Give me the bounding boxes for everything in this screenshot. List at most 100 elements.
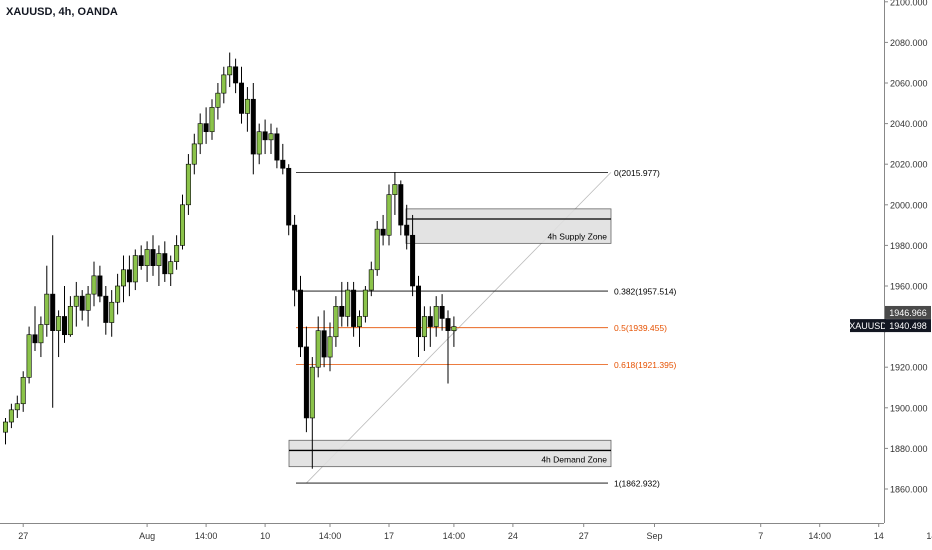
- candle: [362, 286, 368, 323]
- y-tick-label: 2060.000: [890, 79, 928, 89]
- candle: [386, 184, 392, 246]
- candle-body-up: [215, 92, 221, 108]
- candle-body-up: [256, 131, 262, 155]
- candle: [132, 249, 138, 291]
- candle-body-up: [392, 184, 398, 195]
- candle: [61, 286, 67, 343]
- candle: [2, 417, 9, 445]
- price-tag-box: [885, 305, 931, 319]
- candle-body-up: [2, 421, 9, 433]
- candle-body-down: [162, 253, 168, 275]
- zone-box[interactable]: [405, 208, 612, 244]
- candle-body-up: [209, 107, 215, 133]
- zone-box[interactable]: [288, 439, 612, 468]
- candle-body-up: [109, 301, 115, 323]
- candle: [227, 52, 233, 88]
- candle-body-up: [168, 261, 174, 275]
- x-tick-label: 14:00: [195, 531, 218, 541]
- price-tag-box: [850, 319, 886, 333]
- candle-body-up: [44, 293, 50, 325]
- candle-body-down: [439, 305, 445, 319]
- candle-body-up: [227, 66, 233, 76]
- candle: [203, 107, 209, 144]
- candle: [297, 275, 303, 358]
- candle: [156, 245, 162, 286]
- candle: [274, 127, 280, 169]
- candle-body-up: [8, 409, 14, 423]
- candle: [162, 241, 168, 282]
- candle: [333, 296, 339, 347]
- candle-body-down: [233, 66, 239, 84]
- demand-zone[interactable]: 4h Demand Zone: [288, 439, 612, 468]
- candle: [250, 83, 256, 175]
- candle-body-down: [97, 275, 103, 297]
- candle: [191, 133, 197, 175]
- candle: [303, 326, 309, 433]
- candle: [427, 306, 433, 347]
- candle: [221, 66, 227, 104]
- candle-body-up: [327, 336, 333, 358]
- candle: [433, 296, 439, 337]
- candle: [286, 164, 292, 236]
- candle-body-up: [156, 253, 162, 267]
- candle-body-up: [56, 316, 62, 331]
- price-tag-box: [885, 319, 931, 333]
- candle-body-down: [126, 269, 132, 283]
- candle: [380, 214, 386, 246]
- candle: [197, 113, 203, 155]
- candle: [368, 261, 374, 297]
- candle-body-up: [115, 285, 121, 303]
- x-tick-label: 17: [384, 531, 394, 541]
- candle: [392, 172, 398, 215]
- candle: [209, 99, 215, 140]
- candle: [38, 316, 44, 358]
- candle-body-up: [73, 295, 79, 307]
- candle-body-up: [368, 269, 374, 291]
- candle: [174, 235, 180, 270]
- x-tick-label: Sep: [646, 531, 662, 541]
- x-tick-label: Aug: [139, 531, 155, 541]
- candle-body-up: [38, 324, 44, 344]
- candle-body-down: [321, 330, 327, 358]
- candle-body-down: [239, 82, 245, 114]
- candle-body-down: [61, 316, 67, 336]
- candle: [20, 371, 26, 412]
- x-tick-label: 24: [508, 531, 518, 541]
- x-tick-label: 7: [758, 531, 763, 541]
- candle-body-down: [410, 234, 416, 287]
- candle-body-down: [303, 346, 309, 419]
- x-tick-label: 27: [579, 531, 589, 541]
- candle-body-down: [398, 184, 404, 226]
- candle-body-down: [138, 255, 144, 267]
- supply-zone[interactable]: 4h Supply Zone: [405, 208, 612, 244]
- fib-level-label: 0.382(1957.514): [614, 287, 677, 297]
- candle-body-down: [203, 123, 209, 133]
- candle-body-up: [333, 305, 339, 338]
- fib-level-label: 0.618(1921.395): [614, 360, 677, 370]
- candle-body-down: [286, 167, 292, 226]
- y-tick-label: 1920.000: [890, 363, 928, 373]
- last-price-tag: XAUUSD: [849, 319, 887, 333]
- chart-title: XAUUSD, 4h, OANDA: [6, 6, 118, 18]
- candle: [79, 290, 85, 321]
- candle-body-down: [262, 131, 268, 141]
- y-tick-label: 2000.000: [890, 200, 928, 210]
- candles: [2, 52, 457, 469]
- candle-body-down: [427, 316, 433, 327]
- candle: [268, 123, 274, 155]
- candle-body-up: [26, 334, 32, 378]
- candle-body-down: [380, 228, 386, 236]
- candle-body-up: [386, 194, 392, 236]
- candle-body-up: [268, 133, 274, 141]
- y-tick-label: 1980.000: [890, 241, 928, 251]
- y-tick-label: 2020.000: [890, 160, 928, 170]
- candle: [339, 281, 345, 327]
- candle-body-up: [244, 98, 250, 114]
- zone-label: 4h Demand Zone: [541, 455, 607, 465]
- candle: [315, 316, 321, 378]
- candle: [398, 180, 404, 236]
- candle-body-down: [274, 133, 280, 161]
- candle-body-up: [433, 305, 439, 327]
- candle: [138, 245, 144, 270]
